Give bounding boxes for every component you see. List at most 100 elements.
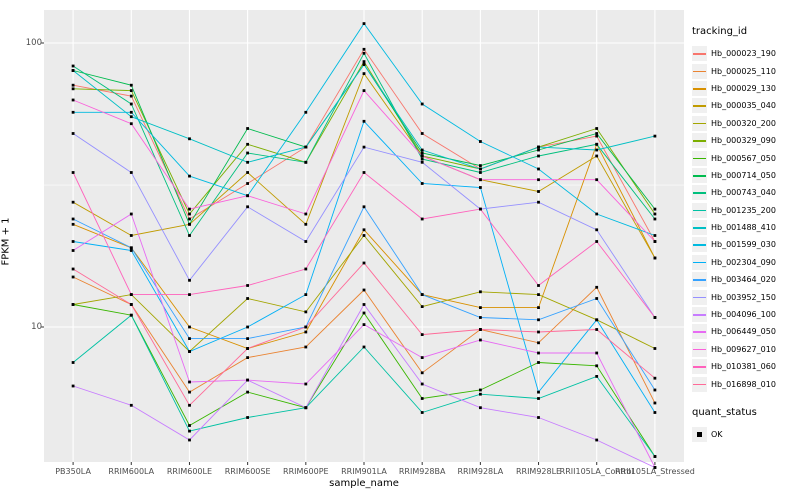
data-point: [304, 310, 308, 314]
legend-key: [692, 202, 707, 218]
data-point: [595, 132, 599, 135]
legend-key-line-icon: [693, 53, 706, 55]
data-point: [420, 371, 424, 375]
legend-label: Hb_000743_040: [711, 188, 776, 198]
legend-label: Hb_000567_050: [711, 153, 776, 163]
data-point: [595, 285, 599, 289]
quant-status-legend: quant_status OK: [692, 407, 800, 443]
data-point: [304, 160, 308, 164]
legend-key: [692, 63, 707, 79]
data-point: [304, 325, 308, 329]
legend-key-line-icon: [693, 157, 706, 160]
data-point: [420, 356, 424, 359]
x-tick-label: RRIM928BA: [398, 467, 446, 476]
data-point: [420, 411, 424, 414]
legend-label: Hb_000714_050: [711, 170, 776, 180]
data-point: [188, 380, 191, 384]
data-point: [653, 376, 657, 380]
data-point: [362, 261, 366, 265]
data-point: [188, 337, 191, 340]
x-tick-label: PB350LA: [55, 467, 91, 476]
data-point: [71, 87, 75, 91]
data-point: [362, 72, 366, 75]
data-point: [188, 293, 191, 296]
legend-key-line-icon: [693, 227, 706, 229]
data-point: [188, 222, 191, 226]
data-point: [595, 438, 599, 442]
data-point: [362, 119, 366, 123]
data-point: [304, 330, 308, 334]
quant-legend-item: OK: [692, 426, 800, 443]
data-point: [188, 403, 191, 407]
legend-item: Hb_002304_090: [692, 254, 800, 271]
legend-key: [692, 98, 707, 114]
data-point: [479, 186, 482, 189]
data-point: [420, 154, 424, 158]
legend-item: Hb_000023_190: [692, 45, 800, 62]
data-point: [304, 212, 308, 216]
legend-item: Hb_000743_040: [692, 184, 800, 201]
data-point: [362, 288, 366, 292]
data-point: [537, 306, 540, 309]
data-point: [246, 142, 249, 146]
legend-item: Hb_003464_020: [692, 271, 800, 288]
data-point: [71, 222, 75, 226]
legend-key: [692, 376, 707, 392]
data-point: [537, 341, 540, 345]
legend-item: Hb_003952_150: [692, 288, 800, 305]
data-point: [595, 178, 599, 182]
data-point: [71, 303, 75, 306]
legend-label: Hb_000329_090: [711, 136, 776, 146]
data-point: [71, 69, 75, 72]
y-axis-title: FPKM + 1: [0, 217, 12, 266]
legend-key: [692, 115, 707, 131]
data-point: [188, 390, 191, 394]
data-point: [479, 338, 482, 342]
data-point: [537, 190, 540, 193]
data-point: [129, 115, 133, 119]
legend-key: [692, 237, 707, 253]
data-point: [362, 60, 366, 63]
data-point: [246, 356, 249, 359]
data-point: [188, 207, 191, 211]
data-point: [653, 388, 657, 392]
data-point: [129, 313, 133, 317]
data-point: [653, 240, 657, 243]
data-point: [595, 297, 599, 300]
legend-label: Hb_003952_150: [711, 292, 776, 302]
x-tick-label: RRIM600PE: [283, 467, 329, 476]
data-point: [304, 345, 308, 349]
data-point: [71, 110, 75, 114]
data-point: [595, 240, 599, 243]
legend-label: Hb_004096_100: [711, 310, 776, 320]
legend-key: [692, 359, 707, 375]
data-point: [71, 361, 75, 364]
data-point: [71, 249, 75, 252]
legend-key-line-icon: [693, 348, 706, 351]
x-axis-title: sample_name: [329, 478, 399, 489]
legend: tracking_id Hb_000023_190 Hb_000025_110 Hb…: [692, 26, 800, 443]
data-point: [653, 347, 657, 350]
legend-label: Hb_003464_020: [711, 275, 776, 285]
data-point: [246, 325, 249, 329]
data-point: [129, 94, 133, 98]
data-point: [71, 240, 75, 243]
data-point: [362, 47, 366, 51]
legend-key-line-icon: [693, 192, 706, 194]
data-point: [362, 145, 366, 149]
legend-item: Hb_000025_110: [692, 62, 800, 79]
data-point: [362, 303, 366, 306]
data-point: [71, 200, 75, 204]
data-point: [420, 397, 424, 400]
legend-label: Hb_001488_410: [711, 223, 776, 233]
data-point: [479, 392, 482, 396]
data-point: [595, 134, 599, 138]
data-point: [537, 318, 540, 322]
data-point: [537, 200, 540, 204]
data-point: [246, 171, 249, 174]
data-point: [420, 382, 424, 386]
data-point: [362, 323, 366, 326]
legend-item: Hb_000329_090: [692, 132, 800, 149]
data-point: [246, 390, 249, 394]
